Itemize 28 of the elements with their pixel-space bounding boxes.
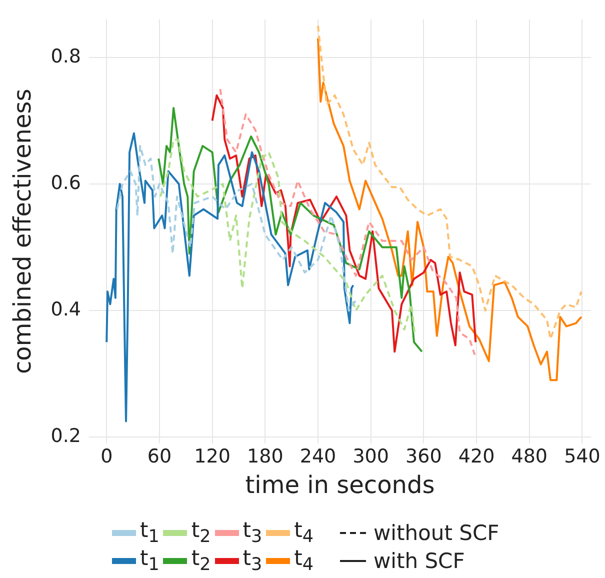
legend-label: t$_{4}$ bbox=[294, 518, 314, 548]
y-tick-label: 0.2 bbox=[50, 425, 82, 448]
x-tick-label: 180 bbox=[247, 446, 284, 468]
x-tick-label: 540 bbox=[564, 446, 600, 468]
y-tick-label: 0.4 bbox=[50, 298, 82, 320]
x-axis-title: time in seconds bbox=[245, 470, 435, 499]
y-axis-title: combined effectiveness bbox=[8, 88, 37, 374]
line-series bbox=[116, 144, 359, 312]
x-tick-label: 0 bbox=[100, 446, 113, 468]
x-tick-label: 60 bbox=[147, 446, 172, 468]
legend-label: t$_{3}$ bbox=[242, 546, 262, 576]
y-tick-label: 0.8 bbox=[50, 45, 82, 68]
x-tick-label: 120 bbox=[194, 446, 230, 468]
y-tick-label: 0.6 bbox=[50, 172, 82, 194]
x-tick-label: 300 bbox=[352, 446, 389, 468]
x-tick-label: 360 bbox=[406, 446, 442, 468]
legend-label: t$_{1}$ bbox=[140, 518, 160, 548]
x-tick-label: 240 bbox=[300, 446, 336, 468]
x-tick-label: 420 bbox=[458, 446, 495, 468]
x-tick-label: 480 bbox=[511, 446, 548, 468]
legend-label: t$_{1}$ bbox=[140, 546, 160, 576]
legend-label: t$_{4}$ bbox=[294, 546, 314, 576]
legend-label: t$_{2}$ bbox=[191, 546, 211, 576]
text: with SCF bbox=[374, 549, 465, 573]
text: without SCF bbox=[374, 521, 500, 545]
legend-label: t$_{3}$ bbox=[242, 518, 262, 548]
line-series bbox=[316, 24, 582, 340]
legend-label: t$_{2}$ bbox=[191, 518, 211, 548]
